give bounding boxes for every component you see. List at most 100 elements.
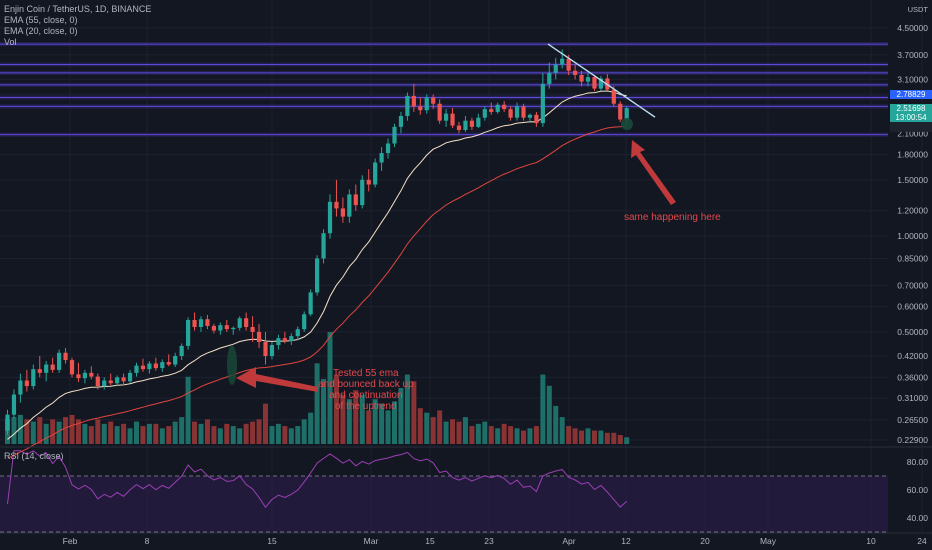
candle-body xyxy=(379,153,384,163)
symbol-title[interactable]: Enjin Coin / TetherUS, 1D, BINANCE xyxy=(4,4,152,14)
volume-bar xyxy=(179,417,185,444)
volume-bar xyxy=(282,426,288,444)
candle-body xyxy=(173,356,178,365)
candle-body xyxy=(121,377,126,382)
candle-body xyxy=(547,72,552,84)
candle-body xyxy=(147,363,152,370)
candle-body xyxy=(611,89,616,104)
time-tick-label: May xyxy=(760,536,777,546)
time-tick-label: 15 xyxy=(267,536,277,546)
candle-body xyxy=(566,58,571,71)
volume-bar xyxy=(101,423,107,444)
price-tick-label: 0.26500 xyxy=(897,415,928,425)
volume-bar xyxy=(553,405,559,444)
candle-body xyxy=(31,369,36,387)
candle-body xyxy=(282,338,287,342)
candle-body xyxy=(527,114,533,118)
price-axis: 4.50000 3.70000 3.10000 2.10000 1.80000 1.500… xyxy=(897,5,928,445)
same-annotation: same happening here xyxy=(624,212,721,223)
volume-bar xyxy=(250,421,256,444)
volume-bar xyxy=(333,374,339,444)
candle-body xyxy=(573,70,578,75)
price-tick-label: 1.20000 xyxy=(897,206,928,216)
volume-bar xyxy=(56,421,62,444)
volume-bar xyxy=(185,376,191,444)
candle-body xyxy=(63,352,68,361)
candle-body xyxy=(160,362,165,369)
volume-bar xyxy=(153,423,159,444)
volume-bar xyxy=(598,430,604,444)
volume-bar xyxy=(308,412,314,444)
candle-body xyxy=(102,380,107,387)
time-tick-label: 20 xyxy=(700,536,710,546)
candle-body xyxy=(618,103,623,120)
ema20-legend[interactable]: EMA (20, close, 0) xyxy=(4,26,78,36)
ema55-legend[interactable]: EMA (55, close, 0) xyxy=(4,15,78,25)
candle-body xyxy=(18,380,23,395)
price-tick-label: 0.31000 xyxy=(897,393,928,403)
candle-body xyxy=(302,314,307,330)
volume-bar xyxy=(488,426,494,444)
time-axis: Feb 8 15 Mar 15 23 Apr 12 20 May 10 24 xyxy=(63,536,927,546)
volume-bar xyxy=(437,410,443,444)
candle-body xyxy=(289,336,294,342)
candle-body xyxy=(398,115,404,127)
volume-bar xyxy=(69,414,75,444)
candle-body xyxy=(508,109,513,118)
volume-bar xyxy=(237,428,243,444)
volume-bar xyxy=(192,421,198,444)
vol-legend[interactable]: Vol xyxy=(4,37,17,47)
candle-body xyxy=(44,364,49,373)
candle-body xyxy=(444,113,449,121)
chart-legend: Enjin Coin / TetherUS, 1D, BINANCE EMA (… xyxy=(4,4,151,48)
candle-body xyxy=(392,126,397,144)
candle-body xyxy=(411,95,416,107)
rsi-line xyxy=(7,450,628,509)
volume-bar xyxy=(37,417,43,444)
volume-bar xyxy=(514,428,520,444)
volume-bar xyxy=(108,421,114,444)
candle-body xyxy=(82,372,87,379)
volume-bar xyxy=(404,374,410,444)
price-tick-label: 0.60000 xyxy=(897,302,928,312)
volume-bar xyxy=(301,419,307,444)
price-tick-label: 2.10000 xyxy=(897,128,928,138)
time-tick-label: 10 xyxy=(866,536,876,546)
volume-bar xyxy=(314,363,320,444)
volume-bar xyxy=(166,426,172,444)
price-tick-label: 0.85000 xyxy=(897,253,928,263)
candle-body xyxy=(198,319,204,328)
candle-body xyxy=(57,352,62,370)
volume-bar xyxy=(566,426,572,444)
candle-body xyxy=(50,364,55,370)
volume-bar xyxy=(172,421,178,444)
candle-body xyxy=(495,104,500,112)
candle-body xyxy=(385,143,391,154)
volume-bar xyxy=(366,410,372,444)
volume-bar xyxy=(224,423,230,444)
rsi-legend[interactable]: RSI (14, close) xyxy=(4,451,64,461)
volume-bar xyxy=(263,403,268,444)
ema55-line xyxy=(7,125,627,459)
rsi-tick-label: 80.00 xyxy=(907,457,929,467)
volume-bar xyxy=(611,432,617,444)
volume-bar xyxy=(140,426,146,444)
candle-body xyxy=(153,363,158,369)
candle-body xyxy=(76,374,81,379)
candles xyxy=(5,49,629,435)
volume-bar xyxy=(604,432,610,444)
time-tick-label: 23 xyxy=(484,536,494,546)
candle-body xyxy=(134,365,139,373)
volume-bar xyxy=(617,435,623,444)
time-tick-label: Feb xyxy=(63,536,78,546)
price-tick-label: 0.50000 xyxy=(897,327,928,337)
volume-bar xyxy=(417,408,423,444)
upper-level-badge: 2.78829 xyxy=(890,90,932,99)
candle-body xyxy=(476,117,481,127)
volume-bar xyxy=(159,428,165,444)
candle-body xyxy=(95,376,100,387)
volume-bar xyxy=(443,421,449,444)
candle-body xyxy=(456,125,462,131)
time-tick-label: 15 xyxy=(425,536,435,546)
